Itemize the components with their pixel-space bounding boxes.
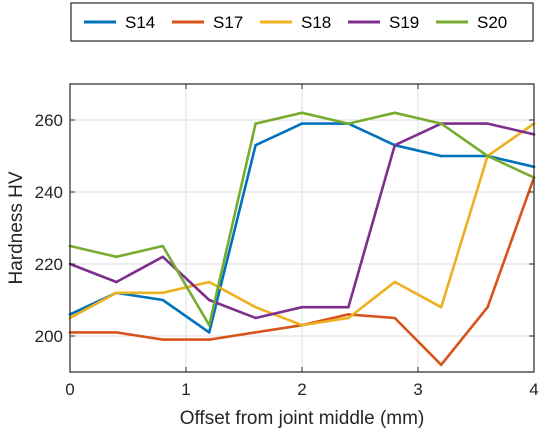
data-point-s20-5	[300, 111, 304, 115]
data-point-s18-6	[347, 316, 350, 320]
data-point-s20-6	[347, 122, 350, 125]
legend: S14 S17 S18 S19 S20	[84, 13, 507, 32]
x-tick-label-2: 2	[297, 380, 306, 399]
data-point-s18-7	[393, 280, 397, 284]
x-tick-label-1: 1	[181, 380, 190, 399]
data-point-s19-4	[254, 316, 257, 320]
x-tick-label-0: 0	[65, 380, 74, 399]
data-point-s20-3	[207, 323, 211, 327]
data-point-s20-1	[115, 255, 118, 259]
data-point-s19-6	[347, 305, 350, 309]
data-point-s17-9	[486, 305, 489, 309]
data-point-s19-1	[115, 280, 118, 284]
series-lines	[68, 111, 536, 367]
axis-ticks: 0 1 2 3 4 200 220 240 260	[35, 84, 539, 399]
data-point-s18-5	[300, 323, 304, 327]
data-point-s17-4	[254, 331, 257, 334]
data-point-s17-7	[393, 316, 397, 320]
legend-label-s19: S19	[389, 13, 419, 32]
data-point-s18-1	[115, 291, 118, 295]
data-point-s17-3	[207, 338, 211, 341]
data-point-s19-3	[207, 298, 211, 302]
data-point-s18-2	[161, 291, 165, 295]
data-point-s14-4	[254, 143, 257, 147]
data-point-s20-8	[439, 122, 443, 125]
legend-label-s17: S17	[213, 13, 243, 32]
data-point-s17-1	[115, 331, 118, 334]
data-point-s17-8	[439, 363, 443, 367]
data-point-s14-8	[439, 154, 443, 158]
data-point-s17-6	[347, 313, 350, 316]
data-point-s19-5	[300, 305, 304, 309]
data-point-s17-2	[161, 338, 165, 341]
data-point-s19-7	[393, 143, 397, 147]
data-point-s14-2	[161, 298, 165, 302]
legend-label-s18: S18	[301, 13, 331, 32]
data-point-s14-3	[207, 331, 211, 334]
data-point-s20-2	[161, 244, 165, 248]
data-point-s18-3	[207, 280, 211, 284]
data-point-s20-9	[486, 154, 489, 158]
data-point-s20-7	[393, 111, 397, 115]
x-tick-label-3: 3	[413, 380, 422, 399]
y-tick-label-2: 240	[35, 183, 63, 202]
y-tick-label-0: 200	[35, 327, 63, 346]
legend-label-s20: S20	[477, 13, 507, 32]
y-tick-label-1: 220	[35, 255, 63, 274]
data-point-s14-5	[300, 122, 304, 125]
data-point-s19-2	[161, 255, 165, 259]
data-point-s19-9	[486, 122, 489, 125]
data-point-s18-8	[439, 305, 443, 309]
x-tick-label-4: 4	[529, 380, 538, 399]
y-axis-title: Hardness HV	[6, 171, 27, 284]
data-point-s20-4	[254, 122, 257, 125]
y-tick-label-3: 260	[35, 111, 63, 130]
data-point-s18-4	[254, 305, 257, 309]
legend-label-s14: S14	[125, 13, 155, 32]
x-axis-title: Offset from joint middle (mm)	[180, 408, 425, 429]
